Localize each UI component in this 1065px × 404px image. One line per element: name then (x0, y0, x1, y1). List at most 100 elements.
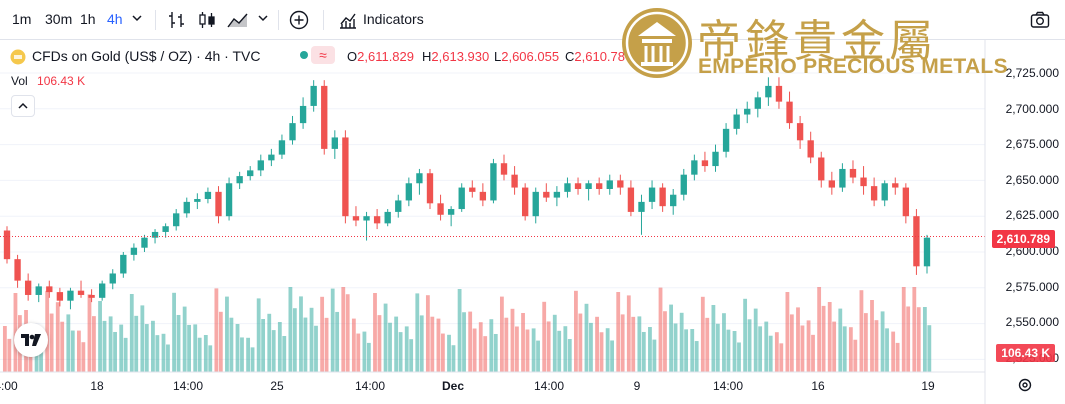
volume-bar (320, 296, 325, 372)
add-compare-icon[interactable] (288, 9, 310, 31)
interval-1h[interactable]: 1h (80, 11, 96, 27)
volume-bar (324, 317, 329, 372)
candle-body (120, 254, 127, 274)
volume-bar (123, 337, 128, 372)
volume-bar (567, 339, 572, 372)
candle-body (67, 290, 74, 301)
data-delay-icon[interactable]: ≈ (311, 46, 335, 64)
volume-bar (187, 324, 191, 372)
candle-body (384, 211, 391, 224)
candle-body (870, 186, 878, 201)
price-tick: 2,550.000 (1005, 315, 1059, 329)
gold-symbol-icon (10, 49, 26, 65)
candle-body (151, 231, 159, 238)
volume-bar (92, 316, 96, 372)
candle-body (183, 201, 190, 214)
candles-icon[interactable] (196, 9, 218, 31)
candle-body (342, 137, 349, 217)
volume-bar (531, 328, 536, 372)
volume-bar (578, 313, 583, 372)
candle-body (321, 85, 328, 149)
volume-bar (700, 296, 705, 372)
volume-bar (747, 319, 752, 372)
volume-bar (648, 327, 652, 372)
candle-body (913, 216, 920, 267)
volume-bar (838, 308, 843, 372)
candle-body (596, 183, 603, 189)
candle-body (109, 273, 116, 284)
volume-value: 106.43 K (37, 74, 86, 88)
ohlc-high: H2,613.930 (422, 49, 490, 64)
volume-bar (309, 307, 314, 372)
volume-bar (817, 287, 822, 372)
volume-label: Vol (11, 74, 28, 88)
candle-body (892, 183, 899, 188)
candle-body (141, 237, 148, 248)
chevron-up-icon (18, 102, 28, 109)
candle-body (659, 187, 666, 207)
volume-bar (842, 326, 847, 372)
candle-body (606, 180, 613, 189)
ohlc-close: C2,610.78 (565, 49, 625, 64)
time-tick: 18 (90, 379, 104, 393)
settings-icon[interactable] (1017, 377, 1033, 393)
volume-bar (557, 330, 562, 372)
volume-bar (87, 294, 92, 372)
chevron-down-icon[interactable] (255, 10, 277, 32)
volume-bar (419, 315, 424, 372)
watermark-english: EMPERIO PRECIOUS METALS (698, 55, 1008, 78)
volume-bar (901, 287, 906, 372)
volume-bar (737, 342, 741, 372)
candle-body (35, 286, 42, 295)
time-tick: 9 (633, 379, 641, 393)
indicators-button[interactable]: Indicators (363, 11, 424, 27)
candle-body (469, 187, 476, 192)
volume-bar (874, 320, 879, 372)
chevron-down-icon[interactable] (129, 10, 151, 32)
volume-bar (425, 295, 430, 372)
interval-1m[interactable]: 1m (12, 11, 32, 27)
volume-bar (626, 295, 631, 372)
volume-bar (694, 341, 699, 372)
price-tick: 2,725.000 (1005, 66, 1059, 80)
area-chart-icon[interactable] (226, 9, 248, 31)
volume-bar (515, 326, 519, 372)
collapse-legend-button[interactable] (11, 95, 35, 117)
volume-bar (256, 298, 261, 372)
volume-bar (673, 323, 678, 372)
volume-bar (848, 327, 853, 372)
volume-bar (451, 345, 456, 372)
price-tick: 2,575.000 (1005, 280, 1059, 294)
tradingview-logo-icon[interactable] (14, 323, 48, 357)
time-tick: 14:00 (354, 379, 386, 393)
volume-bar (758, 326, 763, 372)
price-tick: 2,625.000 (1005, 208, 1059, 222)
volume-bar (49, 313, 54, 372)
candle-body (46, 286, 53, 293)
volume-bar (895, 342, 900, 372)
candle-body (162, 226, 169, 232)
candle-body (268, 154, 275, 161)
volume-bar (891, 331, 896, 372)
camera-icon[interactable] (1029, 9, 1051, 31)
volume-bar (39, 339, 43, 372)
interval-30m[interactable]: 30m (45, 11, 73, 27)
candle-body (14, 259, 21, 281)
candle-body (754, 97, 761, 109)
interval-4h[interactable]: 4h (107, 11, 123, 27)
volume-bar (774, 332, 779, 372)
candle-body (458, 187, 465, 210)
market-status-dot[interactable] (295, 46, 313, 64)
chart-toolbar: 1m 30m 1h 4h Indicators (0, 0, 1065, 40)
candle-body (500, 163, 508, 175)
indicators-icon[interactable] (337, 9, 359, 31)
candle-body (77, 290, 85, 295)
bar-chart-icon[interactable] (166, 9, 188, 31)
volume-bar (885, 328, 889, 372)
volume-bar (906, 306, 911, 372)
volume-bar (827, 302, 832, 372)
candle-body (670, 194, 677, 207)
candle-body (257, 160, 264, 171)
time-tick: 14:00 (712, 379, 744, 393)
